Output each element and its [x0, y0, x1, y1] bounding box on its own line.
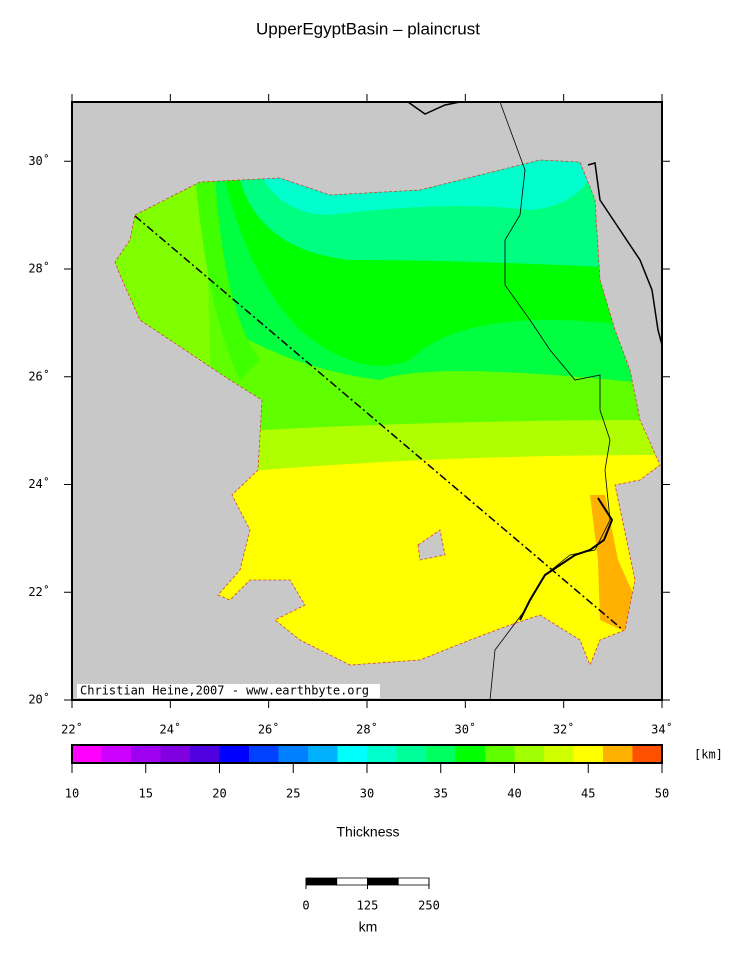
scalebar-segment [367, 877, 399, 886]
scalebar-tick-label: 0 [302, 899, 309, 913]
x-tick-label: 24˚ [159, 722, 181, 737]
colorbar-label: Thickness [336, 824, 399, 840]
y-tick-label: 30˚ [28, 153, 50, 168]
lake [417, 529, 446, 561]
colorbar-tick-label: 35 [434, 787, 448, 801]
y-tick-label: 20˚ [28, 692, 50, 707]
credit-box [77, 684, 380, 698]
colorbar-unit: [km] [694, 748, 723, 762]
colorbar-tick-label: 45 [581, 787, 595, 801]
y-tick-label: 22˚ [28, 584, 50, 599]
colorbar-tick-label: 25 [286, 787, 300, 801]
colorbar-swatch [308, 745, 338, 763]
y-tick-label: 28˚ [28, 261, 50, 276]
colorbar-swatch [278, 745, 309, 763]
basin-outline [114, 159, 661, 667]
colorbar-swatch [101, 745, 132, 763]
colorbar-swatch [190, 745, 220, 763]
colorbar-swatch [131, 745, 161, 763]
colorbar-swatch [514, 745, 545, 763]
colorbar-swatch [219, 745, 250, 763]
coastline [407, 101, 663, 346]
colorbar-swatch [485, 745, 515, 763]
scalebar-unit: km [359, 919, 378, 935]
profile-line [134, 215, 624, 631]
colorbar-tick-label: 30 [360, 787, 374, 801]
colorbar-tick-label: 50 [655, 787, 669, 801]
x-tick-label: 28˚ [356, 722, 378, 737]
colorbar-tick-label: 10 [65, 787, 79, 801]
x-tick-label: 30˚ [454, 722, 476, 737]
x-tick-label: 22˚ [61, 722, 83, 737]
x-tick-label: 26˚ [258, 722, 280, 737]
colorbar-tick-label: 15 [139, 787, 153, 801]
scalebar-segment [305, 877, 338, 886]
colorbar-swatch [72, 745, 102, 763]
y-tick-label: 26˚ [28, 368, 50, 383]
colorbar-swatch [603, 745, 633, 763]
x-tick-label: 32˚ [553, 722, 575, 737]
colorbar-swatch [573, 745, 604, 763]
y-tick-label: 24˚ [28, 476, 50, 491]
lake-nasser [519, 497, 614, 621]
colorbar-swatch [367, 745, 397, 763]
colorbar-swatch [455, 745, 486, 763]
credit: Christian Heine,2007 - www.earthbyte.org [80, 684, 369, 698]
colorbar-tick-label: 20 [212, 787, 226, 801]
colorbar-swatch [544, 745, 574, 763]
colorbar-swatch [337, 745, 368, 763]
title: UpperEgyptBasin – plaincrust [256, 19, 480, 38]
colorbar-swatch [396, 745, 427, 763]
scalebar-segment [336, 877, 368, 886]
scalebar-segment [397, 877, 430, 886]
scalebar-tick-label: 250 [418, 899, 440, 913]
colorbar-tick-label: 40 [507, 787, 521, 801]
x-tick-label: 34˚ [651, 722, 673, 737]
colorbar-swatch [249, 745, 279, 763]
colorbar-swatch [426, 745, 456, 763]
colorbar-swatch [160, 745, 191, 763]
scalebar-tick-label: 125 [357, 899, 379, 913]
colorbar-swatch [632, 745, 663, 763]
